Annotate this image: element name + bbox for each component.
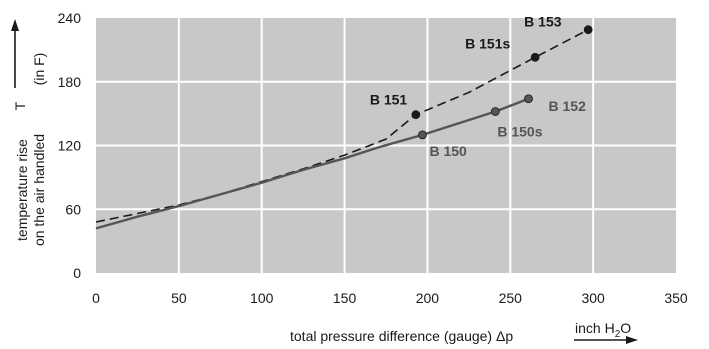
- y-axis-label-line1: temperature rise: [14, 139, 30, 241]
- x-tick-labels: 0 50 100 150 200 250 300 350: [92, 290, 688, 306]
- x-axis-unit: inch H2O: [575, 320, 631, 340]
- y-axis-label-line2: on the air handled: [31, 134, 47, 246]
- y-tick-label: 60: [65, 201, 81, 217]
- y-axis-symbol: T: [12, 101, 28, 110]
- x-tick-label: 200: [416, 290, 440, 306]
- data-point-marker: [411, 110, 421, 120]
- x-tick-label: 50: [171, 290, 187, 306]
- y-axis-unit: (in F): [31, 53, 47, 86]
- data-points: B 151 B 151s B 153 B 150 B 150s B 152: [370, 14, 593, 159]
- series-line-1: [95, 28, 589, 223]
- data-point-label: B 150: [429, 143, 467, 159]
- data-point-label: B 153: [524, 14, 562, 30]
- data-point-label: B 152: [549, 98, 587, 114]
- data-point-label: B 150s: [497, 124, 542, 140]
- x-tick-label: 100: [250, 290, 274, 306]
- x-tick-label: 300: [581, 290, 605, 306]
- data-point-marker: [583, 25, 593, 35]
- x-axis-label-text: total pressure difference (gauge) Δp: [290, 328, 513, 344]
- x-tick-label: 150: [333, 290, 357, 306]
- x-axis-arrow-head: [626, 336, 638, 344]
- x-axis-unit-main: inch H: [575, 320, 615, 336]
- y-tick-label: 0: [73, 265, 81, 281]
- grid: [96, 18, 676, 273]
- data-point-label: B 151: [370, 92, 408, 108]
- y-axis-label: temperature rise on the air handled T (i…: [11, 19, 47, 246]
- x-tick-label: 350: [664, 290, 688, 306]
- data-point-marker: [524, 94, 533, 104]
- x-tick-label: 250: [499, 290, 523, 306]
- data-point-label: B 151s: [465, 35, 510, 51]
- y-tick-label: 240: [58, 10, 82, 26]
- y-tick-labels: 0 60 120 180 240: [58, 10, 82, 281]
- x-axis-unit-tail: O: [620, 320, 631, 336]
- series-line-2: [95, 97, 529, 230]
- data-point-marker: [530, 52, 540, 62]
- y-axis-arrow-head: [11, 19, 19, 31]
- x-tick-label: 0: [92, 290, 100, 306]
- data-point-marker: [490, 107, 500, 116]
- y-tick-label: 120: [58, 138, 82, 154]
- x-axis-label: total pressure difference (gauge) Δp inc…: [290, 320, 638, 344]
- y-tick-label: 180: [58, 74, 82, 90]
- x-axis-unit-sub: 2: [615, 329, 621, 340]
- data-point-marker: [418, 130, 427, 140]
- series-lines: [95, 28, 589, 230]
